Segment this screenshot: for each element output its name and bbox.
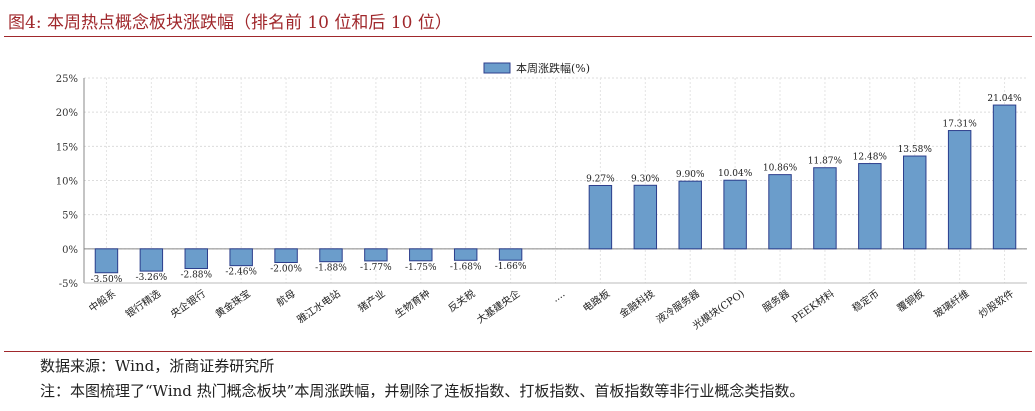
bar <box>498 248 523 261</box>
data-label: -1.68% <box>450 262 482 272</box>
x-tick-label: 电路板 <box>580 287 612 315</box>
bar <box>813 167 837 250</box>
data-label: 17.31% <box>942 120 977 130</box>
data-label: -3.50% <box>91 275 123 285</box>
x-tick-label: 银行精选 <box>123 287 163 321</box>
bar <box>364 248 388 262</box>
title-divider <box>4 36 1032 37</box>
bar <box>588 184 613 250</box>
bar <box>947 130 972 250</box>
footer-divider <box>4 351 1032 352</box>
legend-label: 本周涨跌幅(%) <box>516 61 590 75</box>
y-tick-label: 5% <box>62 211 78 222</box>
bar <box>992 104 1017 250</box>
data-label: 12.48% <box>853 153 888 163</box>
y-tick-label: 20% <box>56 108 78 119</box>
x-tick-label: 服务器 <box>760 287 792 315</box>
bar <box>768 174 792 250</box>
data-label: 9.27% <box>586 174 615 184</box>
bar <box>678 180 702 250</box>
footnote: 注：本图梳理了“Wind 热门概念板块”本周涨跌幅，并剔除了连板指数、打板指数、… <box>40 382 805 400</box>
data-source: 数据来源：Wind，浙商证券研究所 <box>40 357 275 375</box>
data-label: -1.75% <box>405 263 437 273</box>
data-label: 9.90% <box>676 170 705 180</box>
grid-lines <box>84 77 1027 284</box>
x-tick-label: 生物育种 <box>392 287 432 321</box>
x-tick-label: 稳定币 <box>850 287 882 315</box>
legend: 本周涨跌幅(%) <box>483 61 590 75</box>
bar <box>184 248 208 270</box>
bar <box>453 248 478 261</box>
x-tick-label: 航母 <box>274 287 298 309</box>
x-tick-label: 雅江水电站 <box>294 287 342 326</box>
data-label: -2.00% <box>270 265 302 275</box>
x-tick-label: 玻璃纤维 <box>931 287 971 321</box>
x-tick-label: 反关税 <box>445 287 477 315</box>
x-tick-label: 大基建央企 <box>474 287 522 326</box>
bar <box>903 155 927 250</box>
bar <box>94 248 119 274</box>
x-tick-label: 猪产业 <box>356 287 388 315</box>
bar-chart: -5% 0% 5% 10% 15% 20% 25% 中船系 银行精选 央企银行 黄金珠宝 航母雅江水电… <box>56 61 1027 332</box>
figure-title: 图4: 本周热点概念板块涨跌幅（排名前 10 位和后 10 位） <box>8 13 452 33</box>
x-tick-label: 黄金珠宝 <box>213 287 253 321</box>
legend-swatch <box>483 62 511 74</box>
bar <box>274 248 298 263</box>
data-label: 9.30% <box>631 174 660 184</box>
y-tick-label: 10% <box>56 177 78 188</box>
data-label: 13.58% <box>898 145 933 155</box>
data-label: -1.88% <box>315 264 347 274</box>
y-tick-label: 0% <box>62 245 78 256</box>
x-tick-label: PEEK材料 <box>789 287 836 326</box>
data-label: 21.04% <box>987 94 1022 104</box>
x-tick-label: 中船系 <box>86 287 118 315</box>
bar <box>319 248 343 263</box>
bars: -3.50% -3.26% -2.88% -2.46% -2.00% -1.88% -1.7… <box>91 94 1023 285</box>
y-tick-label: 25% <box>56 74 78 85</box>
x-tick-label: 金融科技 <box>617 287 657 321</box>
data-label: 10.86% <box>763 164 798 174</box>
data-label: 11.87% <box>808 157 843 167</box>
bar <box>633 184 658 250</box>
x-tick-label: 炒股软件 <box>976 287 1016 321</box>
x-tick-label: 覆铜板 <box>894 287 926 315</box>
y-tick-label: -5% <box>59 279 78 290</box>
bar <box>139 248 164 272</box>
data-label: -1.77% <box>360 263 392 273</box>
bar <box>858 163 882 250</box>
data-label: -2.46% <box>225 268 257 278</box>
x-tick-label: .... <box>550 288 567 304</box>
data-label: -2.88% <box>180 271 212 281</box>
data-label: -1.66% <box>495 262 527 272</box>
bar <box>409 248 433 262</box>
data-label: -3.26% <box>136 273 168 283</box>
y-tick-label: 15% <box>56 142 78 153</box>
bar <box>723 179 747 250</box>
bar <box>229 248 253 267</box>
data-label: 10.04% <box>718 169 753 179</box>
x-tick-label: 央企银行 <box>168 287 208 321</box>
